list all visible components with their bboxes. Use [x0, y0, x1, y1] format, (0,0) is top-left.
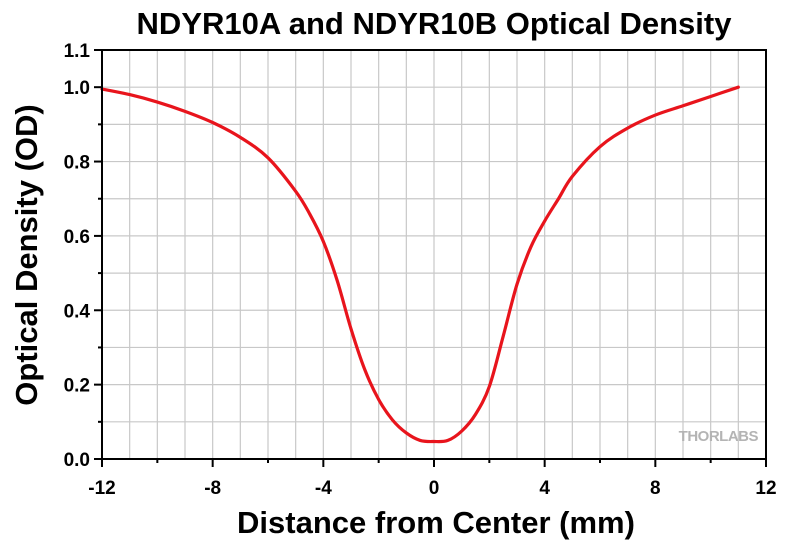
x-tick-label: -4 — [315, 478, 332, 499]
series-layer — [100, 85, 740, 444]
y-tick-label: 0.0 — [64, 450, 90, 471]
x-tick-label: 8 — [650, 478, 661, 499]
thorlabs-watermark-logo: THORLABS — [679, 428, 759, 445]
y-tick-labels: 0.0 0.2 0.4 0.6 0.8 1.0 1.1 — [64, 41, 91, 471]
plot-frame — [101, 49, 767, 460]
x-tick-labels: -12 -8 -4 0 4 8 12 — [88, 478, 776, 499]
x-tick-label: 4 — [539, 478, 550, 499]
x-axis-label: Distance from Center (mm) — [237, 505, 635, 540]
chart-title: NDYR10A and NDYR10B Optical Density — [137, 6, 733, 41]
x-tick-label: -12 — [88, 478, 115, 499]
y-axis-label: Optical Density (OD) — [9, 104, 44, 405]
y-tick-label: 0.6 — [64, 227, 90, 248]
axis-ticks — [94, 49, 767, 467]
y-tick-label: 0.4 — [64, 301, 91, 322]
x-tick-label: -8 — [204, 478, 221, 499]
y-tick-label: 0.8 — [64, 153, 90, 174]
y-tick-label: 1.1 — [64, 41, 91, 62]
y-tick-label: 0.2 — [64, 376, 90, 397]
x-tick-label: 12 — [755, 478, 776, 499]
optical-density-series-line — [100, 85, 740, 444]
y-tick-label: 1.0 — [64, 78, 90, 99]
x-tick-label: 0 — [429, 478, 440, 499]
